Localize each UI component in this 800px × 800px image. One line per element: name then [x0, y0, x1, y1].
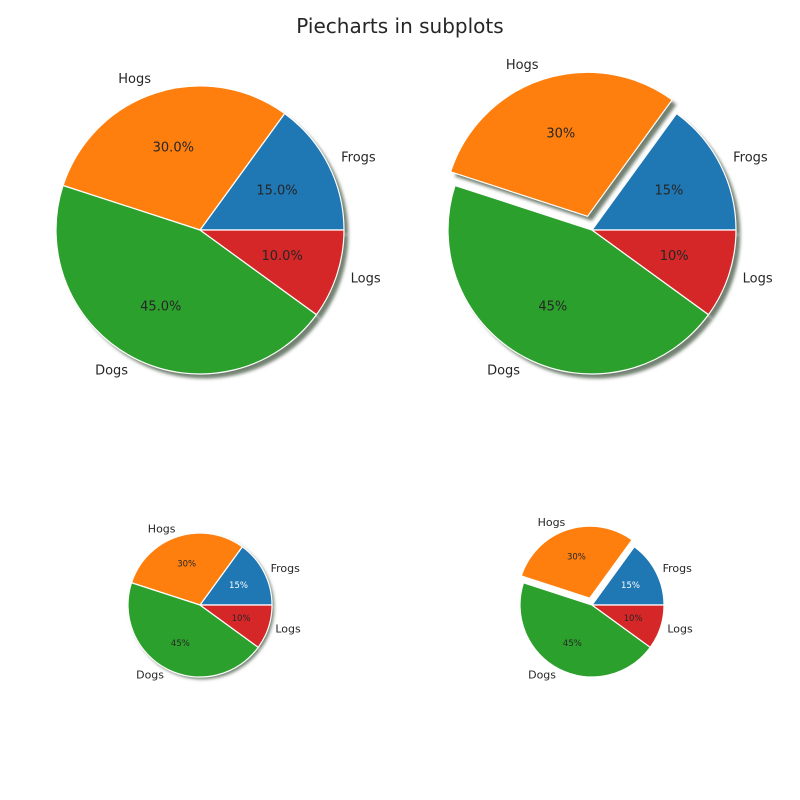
- slice-percent-logs: 10%: [232, 614, 251, 624]
- slice-percent-logs: 10%: [624, 614, 643, 624]
- slice-label-hogs: Hogs: [148, 523, 176, 536]
- slice-label-dogs: Dogs: [487, 364, 520, 379]
- slice-label-dogs: Dogs: [528, 669, 556, 682]
- slice-percent-frogs: 15%: [229, 581, 248, 591]
- figure-title: Piecharts in subplots: [296, 14, 503, 38]
- slice-label-logs: Logs: [743, 271, 773, 286]
- pie-slice-hogs: [62, 85, 286, 231]
- slice-percent-dogs: 45.0%: [140, 299, 181, 314]
- pie-slice-logs: [591, 604, 665, 648]
- slice-percent-frogs: 15%: [655, 183, 684, 198]
- slice-percent-frogs: 15.0%: [256, 183, 297, 198]
- slice-percent-frogs: 15%: [621, 581, 640, 591]
- slice-percent-dogs: 45%: [563, 639, 582, 649]
- slice-percent-hogs: 30.0%: [153, 140, 194, 155]
- pie-chart-3: Frogs 15% Hogs 30% Dogs 45% Logs 10%: [127, 523, 301, 682]
- pie-chart-1: Frogs 15.0% Hogs 30.0% Dogs 45.0% Logs 10.0%: [55, 72, 381, 379]
- slice-label-frogs: Frogs: [733, 151, 768, 166]
- pie-slice-logs: [199, 604, 273, 648]
- pie-slice-dogs: [519, 582, 651, 678]
- pie-slice-hogs: [130, 532, 243, 606]
- slice-percent-hogs: 30%: [546, 127, 575, 142]
- slice-label-frogs: Frogs: [271, 562, 301, 575]
- slice-percent-logs: 10%: [660, 249, 689, 264]
- slice-percent-hogs: 30%: [177, 559, 196, 569]
- pie-slice-dogs: [55, 184, 318, 375]
- slice-percent-dogs: 45%: [171, 639, 190, 649]
- slice-label-dogs: Dogs: [95, 364, 128, 379]
- pie-chart-2: Frogs 15% Hogs 30% Dogs 45% Logs 10%: [447, 58, 773, 379]
- slice-label-frogs: Frogs: [663, 562, 693, 575]
- pie-chart-4: Frogs 15% Hogs 30% Dogs 45% Logs 10%: [519, 516, 693, 682]
- pie-slice-dogs: [127, 582, 259, 678]
- slice-label-logs: Logs: [275, 622, 301, 635]
- pie-slice-dogs: [447, 184, 710, 375]
- slice-percent-dogs: 45%: [538, 299, 567, 314]
- pie-slice-hogs: [450, 71, 673, 217]
- slice-label-dogs: Dogs: [136, 669, 164, 682]
- slice-label-hogs: Hogs: [118, 72, 151, 87]
- slice-percent-logs: 10.0%: [262, 249, 303, 264]
- slice-label-hogs: Hogs: [506, 58, 539, 73]
- pie-slice-logs: [199, 229, 345, 316]
- slice-label-frogs: Frogs: [341, 151, 376, 166]
- pie-slice-frogs: [591, 112, 737, 231]
- slice-percent-hogs: 30%: [567, 553, 586, 563]
- pie-slice-hogs: [520, 525, 633, 599]
- slice-label-hogs: Hogs: [538, 516, 566, 529]
- pie-slice-frogs: [199, 112, 345, 231]
- slice-label-logs: Logs: [351, 271, 381, 286]
- pie-slice-logs: [591, 229, 737, 316]
- pie-slice-frogs: [199, 546, 273, 606]
- slice-label-logs: Logs: [667, 622, 693, 635]
- pie-slice-frogs: [591, 546, 665, 606]
